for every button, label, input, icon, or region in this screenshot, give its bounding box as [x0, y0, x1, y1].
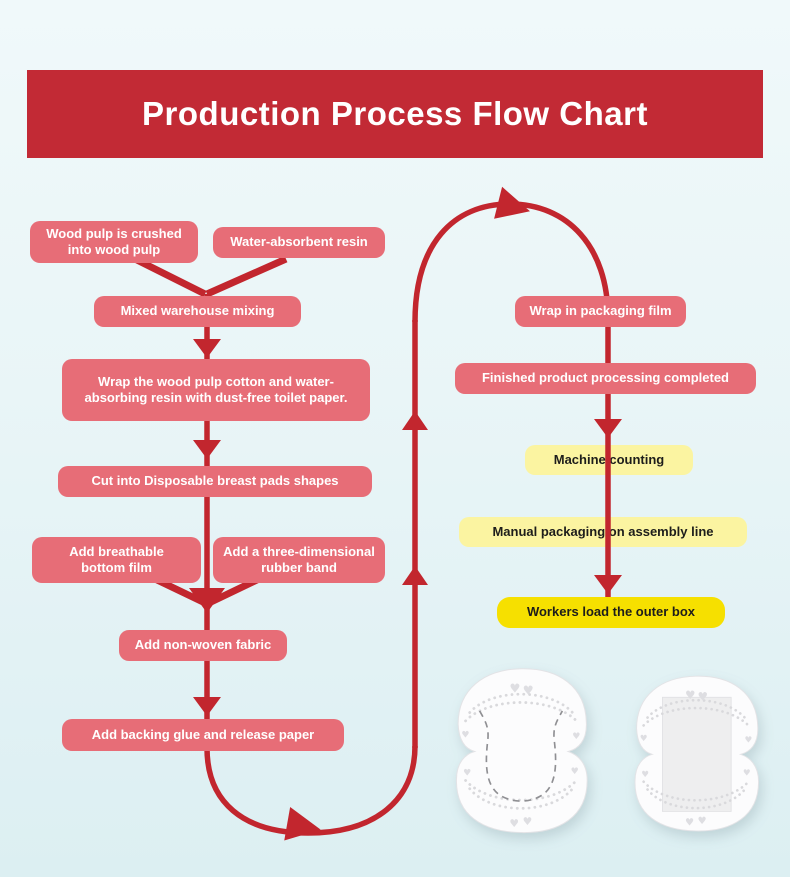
svg-text:♥: ♥	[461, 730, 469, 740]
flow-node-resin: Water-absorbent resin	[213, 227, 385, 258]
arrowhead-into-backing-glue	[193, 697, 221, 716]
svg-text:♥: ♥	[685, 688, 696, 702]
flow-node-outer-box: Workers load the outer box	[497, 597, 725, 628]
connector-resin-to-mixing	[205, 255, 288, 298]
arrowhead-top-arc	[494, 186, 530, 219]
svg-text:♥: ♥	[463, 768, 471, 778]
arrowhead-into-non-woven	[189, 588, 225, 613]
flow-node-mixing: Mixed warehouse mixing	[94, 296, 301, 327]
pad-dot-border	[642, 698, 752, 810]
svg-text:♥: ♥	[640, 734, 648, 744]
pad-cut-guideline	[478, 710, 564, 802]
pad-outline	[455, 668, 588, 834]
heart-icon: ♥ ♥ ♥ ♥ ♥ ♥ ♥ ♥	[461, 681, 580, 830]
svg-text:♥: ♥	[571, 767, 579, 777]
flow-node-non-woven: Add non-woven fabric	[119, 630, 287, 661]
arrowhead-into-outer-box	[594, 575, 622, 594]
svg-text:♥: ♥	[685, 817, 694, 828]
heart-icon: ♥ ♥ ♥ ♥ ♥ ♥ ♥ ♥	[640, 688, 752, 829]
flow-node-bottom-film: Add breathable bottom film	[32, 537, 201, 583]
flow-node-finished-product: Finished product processing completed	[455, 363, 756, 394]
svg-text:♥: ♥	[698, 689, 709, 703]
flow-node-wrap-pulp: Wrap the wood pulp cotton and water-abso…	[62, 359, 370, 421]
flow-node-rubber-band: Add a three-dimensional rubber band	[213, 537, 385, 583]
arrowhead-riser-up-1	[402, 411, 428, 430]
svg-text:♥: ♥	[572, 732, 580, 742]
arrowhead-into-wrap-pulp	[193, 339, 221, 358]
svg-text:♥: ♥	[743, 768, 751, 778]
flow-node-manual-packaging: Manual packaging on assembly line	[459, 517, 747, 547]
connector-bottom-u-turn	[204, 745, 418, 836]
svg-text:♥: ♥	[509, 817, 519, 830]
arrowhead-riser-up-2	[402, 566, 428, 585]
arrowhead-into-cut-shapes	[193, 440, 221, 459]
arrowhead-into-machine-counting	[594, 419, 622, 438]
svg-text:♥: ♥	[698, 816, 707, 827]
breast-pad-back-illustration: ♥ ♥ ♥ ♥ ♥ ♥ ♥ ♥	[634, 675, 760, 832]
svg-text:♥: ♥	[641, 770, 649, 780]
svg-text:♥: ♥	[744, 736, 752, 746]
pad-dot-border	[464, 692, 580, 810]
breast-pad-front-illustration: ♥ ♥ ♥ ♥ ♥ ♥ ♥ ♥	[455, 668, 588, 834]
flow-node-cut-shapes: Cut into Disposable breast pads shapes	[58, 466, 372, 497]
flow-node-backing-glue: Add backing glue and release paper	[62, 719, 344, 751]
flow-node-wood-pulp: Wood pulp is crushed into wood pulp	[30, 221, 198, 263]
arrowhead-u-turn	[284, 807, 321, 841]
page-title: Production Process Flow Chart	[27, 70, 763, 158]
flow-node-packaging-film: Wrap in packaging film	[515, 296, 686, 327]
svg-text:♥: ♥	[523, 815, 533, 828]
svg-text:♥: ♥	[523, 682, 534, 697]
release-paper-rect	[661, 696, 732, 812]
svg-text:♥: ♥	[509, 681, 520, 696]
